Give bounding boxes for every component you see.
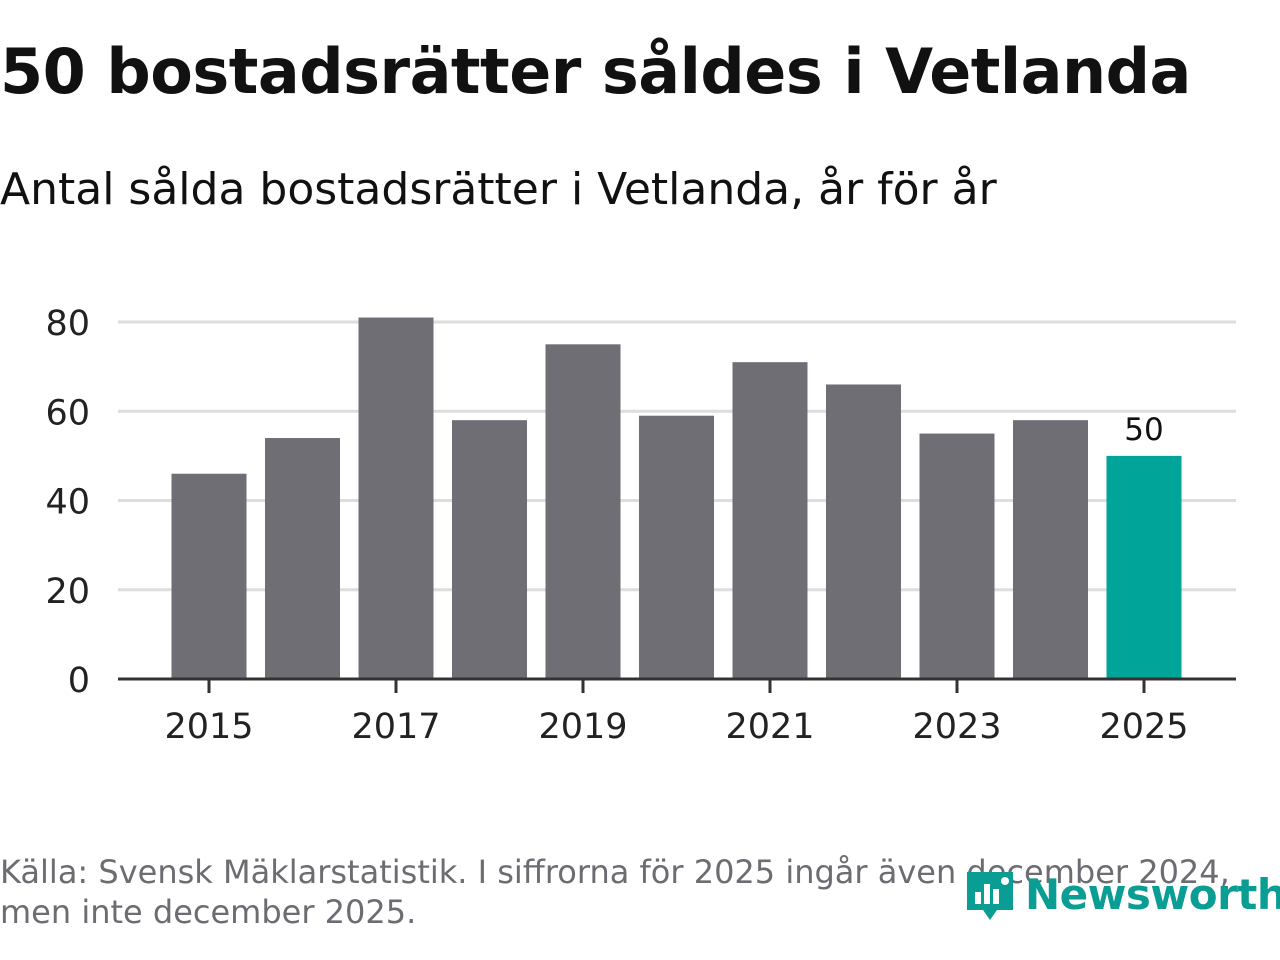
x-tick-label: 2015 xyxy=(164,707,253,747)
bar-2019 xyxy=(545,344,621,679)
source-note: Källa: Svensk Mäklarstatistik. I siffror… xyxy=(0,852,1230,932)
y-tick-label: 60 xyxy=(45,393,90,433)
bar-2022 xyxy=(826,384,901,679)
y-tick-labels: 0 20 40 60 80 xyxy=(45,304,90,701)
bars xyxy=(171,317,1182,679)
newsworthy-logo-icon xyxy=(967,872,1013,920)
x-tick-label: 2023 xyxy=(912,707,1001,747)
bar-2017 xyxy=(358,317,434,679)
source-note-line-1: Källa: Svensk Mäklarstatistik. I siffror… xyxy=(0,853,1230,891)
bar-2015 xyxy=(171,473,247,679)
x-tick-label: 2019 xyxy=(538,707,627,747)
y-tick-label: 40 xyxy=(45,483,90,523)
x-axis xyxy=(118,677,1236,693)
x-tick-label: 2017 xyxy=(351,707,440,747)
y-tick-label: 20 xyxy=(45,572,90,612)
y-tick-label: 80 xyxy=(45,304,90,344)
x-tick-label: 2021 xyxy=(725,707,814,747)
bar-2023 xyxy=(919,433,995,679)
bar-2020 xyxy=(639,415,714,679)
bar-2018 xyxy=(452,420,527,679)
y-tick-label: 0 xyxy=(68,661,90,701)
source-note-line-2: men inte december 2025. xyxy=(0,893,417,931)
newsworthy-logo[interactable]: Newsworthy xyxy=(963,864,1280,924)
data-labels: 50 xyxy=(1124,412,1163,448)
bar-2021 xyxy=(732,362,808,679)
bar-2016 xyxy=(265,438,340,679)
bar-chart: 0 20 40 60 80 2015 2017 2019 2021 2023 2025 50 xyxy=(45,304,1236,747)
chart-title: 50 bostadsrätter såldes i Vetlanda xyxy=(0,35,1191,108)
newsworthy-logo-text: Newsworthy xyxy=(1025,869,1280,919)
bar-2024 xyxy=(1013,420,1088,679)
data-label-2025: 50 xyxy=(1124,412,1163,448)
chart-subtitle: Antal sålda bostadsrätter i Vetlanda, år… xyxy=(0,164,997,215)
bar-2025 xyxy=(1106,455,1182,679)
x-tick-labels: 2015 2017 2019 2021 2023 2025 xyxy=(164,707,1188,747)
x-tick-label: 2025 xyxy=(1099,707,1188,747)
